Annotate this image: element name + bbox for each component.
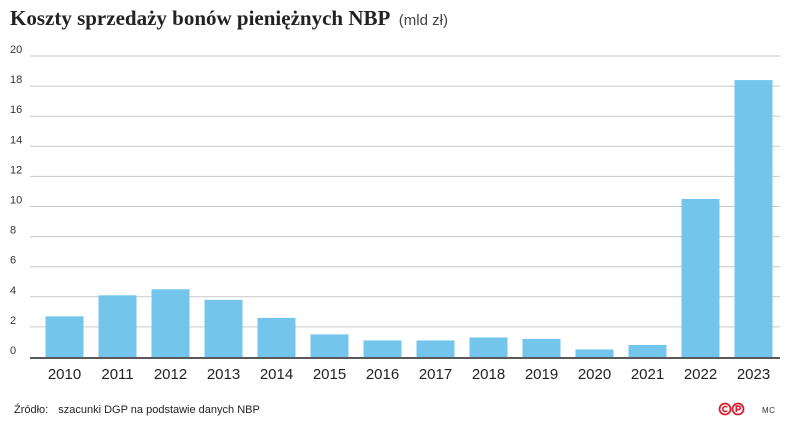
x-tick-label: 2019 [525, 366, 558, 383]
y-tick-label: 18 [10, 74, 22, 86]
copyright-publisher-logo-icon [718, 402, 745, 416]
x-tick-label: 2012 [154, 366, 187, 383]
x-tick-label: 2015 [313, 366, 346, 383]
x-axis-ticks: 2010 2011 2012 2013 2014 2015 2016 2017 2018 2019… [48, 366, 770, 383]
chart-title: Koszty sprzedaży bonów pieniężnych NBP [10, 6, 391, 30]
bar-2010 [45, 316, 84, 357]
x-tick-label: 2023 [737, 366, 770, 383]
y-tick-label: 6 [10, 255, 16, 267]
bar-2018 [469, 337, 508, 357]
x-tick-label: 2017 [419, 366, 452, 383]
bar-2022 [681, 198, 720, 357]
y-tick-label: 8 [10, 225, 16, 237]
bar-2017 [416, 340, 455, 357]
x-tick-label: 2011 [101, 366, 133, 383]
y-tick-label: 10 [10, 195, 22, 207]
source-text: szacunki DGP na podstawie danych NBP [58, 404, 260, 416]
bar-2014 [257, 317, 296, 357]
x-tick-label: 2010 [48, 366, 81, 383]
bars [45, 80, 773, 357]
x-tick-label: 2020 [578, 366, 611, 383]
y-tick-label: 4 [10, 285, 16, 297]
author-initials: MC [762, 406, 776, 415]
y-tick-label: 2 [10, 315, 16, 327]
y-tick-label: 16 [10, 104, 22, 116]
y-tick-label: 12 [10, 164, 22, 176]
source-note: Źródło: szacunki DGP na podstawie danych … [14, 404, 260, 416]
y-tick-label: 14 [10, 134, 22, 146]
y-tick-label: 20 [10, 44, 22, 56]
x-tick-label: 2022 [684, 366, 717, 383]
gridlines [30, 55, 780, 328]
bar-2021 [628, 344, 667, 357]
y-axis-ticks: 0 2 4 6 8 10 12 14 16 18 20 [10, 44, 22, 357]
x-tick-label: 2014 [260, 366, 293, 383]
bar-2012 [151, 289, 190, 357]
y-tick-label: 0 [10, 345, 16, 357]
chart-title-block: Koszty sprzedaży bonów pieniężnych NBP (… [10, 6, 448, 31]
bar-2015 [310, 334, 349, 357]
bar-2016 [363, 340, 402, 357]
chart-unit: (mld zł) [398, 12, 448, 29]
bar-2023 [734, 80, 773, 357]
x-tick-label: 2018 [472, 366, 505, 383]
source-label: Źródło: [14, 404, 49, 416]
bar-2020 [575, 349, 614, 357]
bar-2019 [522, 338, 561, 357]
x-tick-label: 2021 [631, 366, 664, 383]
x-tick-label: 2013 [207, 366, 240, 383]
bar-2013 [204, 299, 243, 357]
bar-2011 [98, 295, 137, 357]
x-tick-label: 2016 [366, 366, 399, 383]
